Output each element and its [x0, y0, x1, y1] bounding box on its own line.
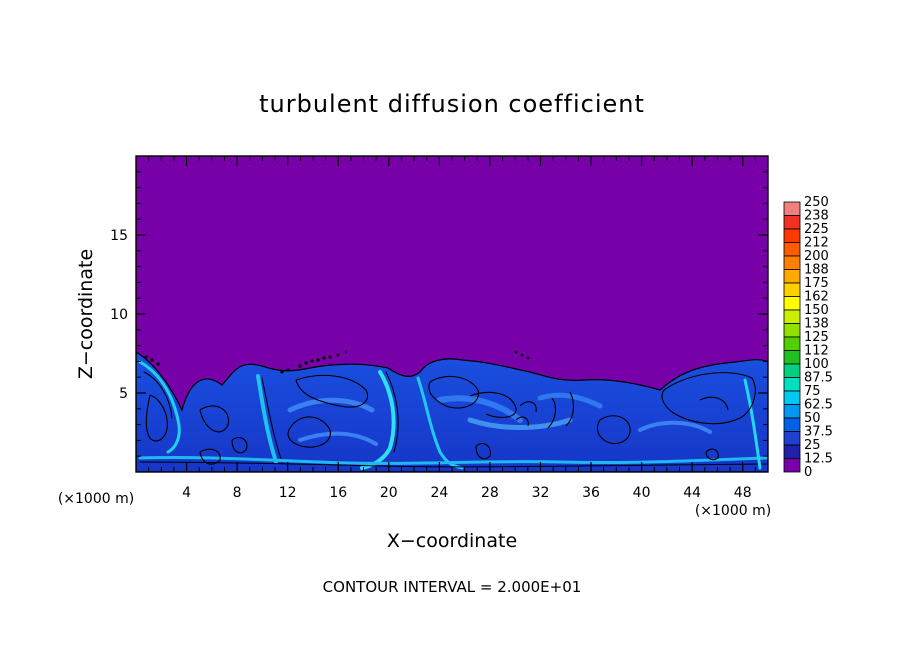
- x-tick-label: 4: [182, 485, 191, 501]
- colorbar-label: 25: [804, 438, 821, 453]
- colorbar-swatch: [783, 296, 801, 311]
- colorbar-swatch: [783, 350, 801, 365]
- layer-top-dots: [144, 350, 530, 374]
- y-axis-label: Z−coordinate: [75, 249, 97, 379]
- x-tick-label: 12: [279, 485, 297, 501]
- colorbar-swatch: [783, 377, 801, 392]
- colorbar-label: 225: [804, 222, 829, 237]
- colorbar-swatch: [783, 242, 801, 257]
- colorbar-label: 62.5: [804, 398, 833, 413]
- contour-lines: [145, 372, 756, 465]
- x-tick-label: 16: [329, 485, 347, 501]
- colorbar-swatch: [783, 417, 801, 432]
- colorbar-swatch: [783, 269, 801, 284]
- colorbar-label: 162: [804, 290, 829, 305]
- x-tick-label: 8: [233, 485, 242, 501]
- colorbar-label: 100: [804, 357, 829, 372]
- colorbar-swatch: [783, 458, 801, 473]
- colorbar: 2502382252122001881751621501381251121008…: [783, 195, 833, 480]
- colorbar-label: 150: [804, 303, 829, 318]
- colorbar-label: 200: [804, 249, 829, 264]
- colorbar-label: 112: [804, 344, 829, 359]
- y-axis: 5 10 15: [110, 171, 768, 457]
- colorbar-label: 250: [804, 195, 829, 210]
- contour-interval-note: CONTOUR INTERVAL = 2.000E+01: [323, 578, 582, 596]
- colorbar-swatch: [783, 215, 801, 230]
- x-unit-left: (×1000 m): [58, 491, 134, 507]
- colorbar-label: 37.5: [804, 425, 833, 440]
- x-axis-label: X−coordinate: [387, 530, 517, 552]
- x-tick-label: 40: [633, 485, 651, 501]
- colorbar-swatch: [783, 390, 801, 405]
- x-tick-label: 36: [582, 485, 600, 501]
- y-tick-label: 10: [110, 307, 128, 323]
- colorbar-swatch: [783, 255, 801, 270]
- chart-title: turbulent diffusion coefficient: [259, 90, 645, 118]
- colorbar-label: 12.5: [804, 452, 833, 467]
- colorbar-label: 0: [804, 465, 812, 480]
- colorbar-swatch: [783, 201, 801, 216]
- x-tick-label: 32: [532, 485, 550, 501]
- colorbar-label: 238: [804, 209, 829, 224]
- turbulent-layer: [136, 351, 768, 472]
- colorbar-label: 175: [804, 276, 829, 291]
- colorbar-label: 75: [804, 384, 821, 399]
- colorbar-label: 50: [804, 411, 821, 426]
- colorbar-swatch: [783, 336, 801, 351]
- colorbar-label: 125: [804, 330, 829, 345]
- colorbar-swatch: [783, 323, 801, 338]
- x-unit-right: (×1000 m): [695, 503, 771, 519]
- colorbar-swatch: [783, 404, 801, 419]
- colorbar-label: 212: [804, 236, 829, 251]
- x-tick-label: 44: [683, 485, 701, 501]
- colorbar-label: 138: [804, 317, 829, 332]
- x-tick-label: 20: [380, 485, 398, 501]
- colorbar-swatch: [783, 363, 801, 378]
- colorbar-swatch: [783, 282, 801, 297]
- x-tick-label: 24: [430, 485, 448, 501]
- colorbar-label: 87.5: [804, 371, 833, 386]
- y-tick-label: 5: [119, 386, 128, 402]
- x-tick-label: 48: [734, 485, 752, 501]
- colorbar-swatch: [783, 309, 801, 324]
- colorbar-swatch: [783, 444, 801, 459]
- colorbar-swatch: [783, 228, 801, 243]
- colorbar-label: 188: [804, 263, 829, 278]
- plot-area: [135, 155, 769, 473]
- x-axis: 4 8 12 16 20 24 28 32 36 40 44 48: [148, 156, 756, 501]
- x-tick-label: 28: [481, 485, 499, 501]
- y-tick-label: 15: [110, 228, 128, 244]
- colorbar-swatch: [783, 431, 801, 446]
- eddy-highlights: [138, 360, 768, 470]
